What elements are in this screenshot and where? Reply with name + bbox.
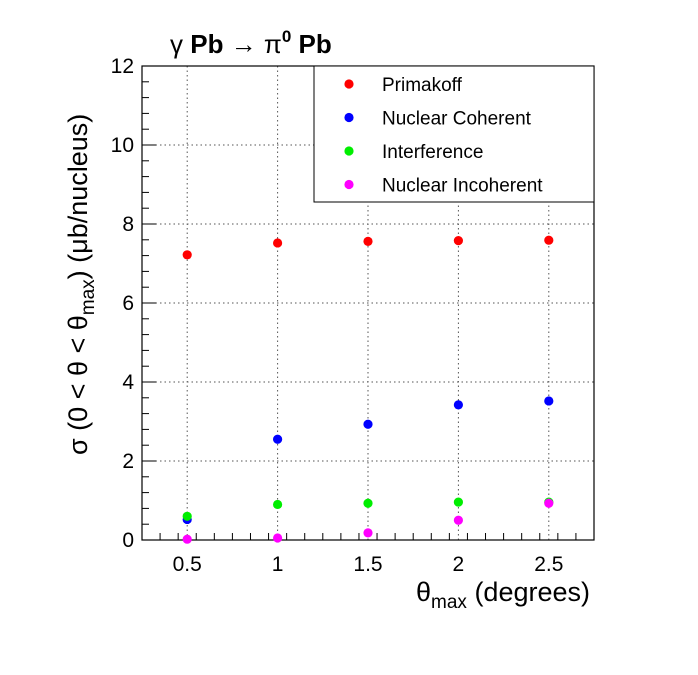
legend: Primakoff Nuclear Coherent Interference Nuc… [313,65,595,203]
legend-marker [344,79,354,89]
data-point [273,238,283,248]
data-point [363,419,373,429]
data-point [544,396,554,406]
data-point [182,534,192,544]
x-tick-labels: 0.5 1 1.5 2 2.5 [173,553,564,576]
legend-label: Nuclear Incoherent [382,176,543,197]
y-tick-label: 2 [122,450,134,473]
x-tick-label: 2 [453,553,465,576]
data-point [182,250,192,260]
legend-label: Nuclear Coherent [382,109,532,130]
data-point [363,498,373,508]
x-tick-label: 2.5 [534,553,563,576]
axis-ticks [141,65,595,541]
y-tick-label: 6 [122,292,134,315]
data-point [453,515,463,525]
y-tick-label: 12 [111,55,134,78]
x-tick-label: 0.5 [173,553,202,576]
data-point [363,528,373,538]
y-tick-labels: 0 2 4 6 8 10 12 [111,55,135,552]
y-tick-label: 8 [122,213,134,236]
data-point [453,235,463,246]
y-tick-label: 10 [111,134,134,157]
x-tick-label: 1.5 [353,553,382,576]
data-point [273,499,283,510]
data-point [363,236,373,246]
x-axis-title: θmax (degrees) [416,577,590,613]
data-point [273,533,283,543]
data-point [453,400,463,410]
data-point [544,235,554,245]
data-points [182,235,554,544]
y-tick-label: 4 [122,371,134,394]
y-tick-label: 0 [122,529,134,552]
x-tick-label: 1 [272,553,284,576]
y-axis-title: σ (0 < θ < θmax) (μb/nucleus) [63,114,99,455]
data-point [453,497,463,507]
legend-box [313,65,595,203]
legend-marker [344,112,354,123]
legend-label: Interference [382,142,483,163]
legend-label: Primakoff [382,75,463,96]
data-point [544,498,554,508]
chart-title: γ Pb → π0 Pb [170,27,332,59]
data-point [273,434,283,444]
data-point [182,511,192,521]
legend-marker [344,146,354,156]
legend-marker [344,179,354,190]
